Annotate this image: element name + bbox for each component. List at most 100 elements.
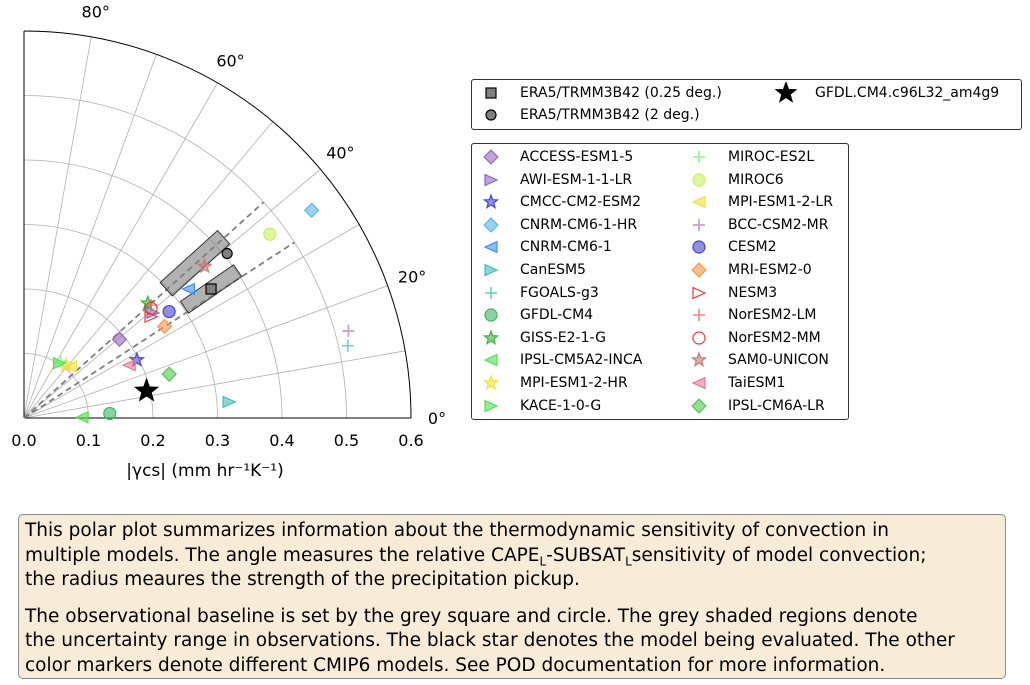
point-fgoals-g3 (341, 339, 354, 352)
point-era5-trmm3b42-2-deg (221, 247, 233, 260)
legend-label: CMCC-CM2-ESM2 (520, 194, 641, 211)
legend-item-cnrm-cm6-1: CNRM-CM6-1 (480, 236, 612, 258)
legend-label: CanESM5 (520, 262, 586, 278)
legend-marker (483, 241, 498, 254)
caption-box: This polar plot summarizes information a… (18, 514, 1006, 679)
legend-item-sam0-unicon: SAM0-UNICON (688, 349, 829, 371)
legend-marker (485, 109, 497, 121)
point-miroc6 (263, 227, 277, 241)
radial-tick-label: 0.3 (205, 431, 230, 450)
legend-item-era5-trmm3b42-0-25-deg: ERA5/TRMM3B42 (0.25 deg.) (480, 82, 722, 104)
legend-item-noresm2-lm: NorESM2-LM (688, 304, 816, 326)
point-evaluated-model (133, 377, 160, 402)
caption-line-6: color markers denote different CMIP6 mod… (25, 654, 886, 676)
legend-marker (691, 262, 707, 278)
angular-tick-label: 60° (216, 51, 244, 70)
legend-marker (484, 173, 499, 186)
polar-grid (23, 30, 412, 419)
legend-label: GFDL-CM4 (520, 307, 594, 324)
point-cesm2 (162, 304, 176, 319)
legend-item-ipsl-cm5a2-inca: IPSL-CM5A2-INCA (480, 349, 642, 371)
models-legend: ACCESS-ESM1-5 AWI-ESM-1-1-LR CMCC-CM2-ESM2… (471, 143, 849, 420)
point-sam0-unicon (196, 257, 213, 274)
point-era5-trmm3b42-0-25-deg (205, 283, 217, 295)
point-canesm5 (222, 395, 237, 409)
legend-item-noresm2-mm: NorESM2-MM (688, 327, 821, 349)
legend-label: MPI-ESM1-2-LR (728, 194, 833, 211)
observations-legend: ERA5/TRMM3B42 (0.25 deg.) ERA5/TRMM3B42 (… (471, 79, 1022, 130)
caption-line-1: This polar plot summarizes information a… (25, 520, 889, 541)
x-axis-label: |γcs| (mm hr⁻¹K⁻¹) (126, 461, 283, 481)
legend-item-awi-esm-1-1-lr: AWI-ESM-1-1-LR (480, 169, 632, 191)
caption-line-3: the radius meaures the strength of the p… (25, 569, 580, 590)
legend-item-bcc-csm2-mr: BCC-CSM2-MR (688, 214, 828, 236)
legend-item-miroc-es2l: MIROC-ES2L (688, 146, 814, 168)
point-cnrm-cm6-1 (181, 282, 196, 296)
legend-marker (485, 87, 497, 99)
legend-label: NESM3 (728, 284, 778, 301)
legend-marker (692, 331, 706, 345)
point-noresm2-lm (145, 299, 158, 312)
legend-marker (692, 172, 706, 187)
legend-label: BCC-CSM2-MR (728, 216, 829, 233)
legend-marker (693, 218, 705, 231)
legend-marker (484, 308, 498, 322)
legend-marker (692, 286, 707, 299)
angular-tick-label: 20° (398, 268, 426, 287)
legend-marker (483, 217, 499, 233)
legend-marker (691, 195, 706, 209)
legend-label: NorESM2-LM (728, 307, 817, 324)
point-noresm2-mm (144, 301, 158, 315)
caption-paragraph-2: The observational baseline is set by the… (25, 605, 999, 679)
legend-label: ERA5/TRMM3B42 (0.25 deg.) (520, 85, 722, 101)
polar-plot: 0.0 0.1 0.2 0.3 0.4 0.5 0.6 0° 20° 40° 60° 80° |γcs… (11, 2, 446, 481)
legend-label: CESM2 (728, 239, 777, 256)
angular-tick-label: 0° (428, 409, 446, 428)
radial-gridline (23, 353, 89, 419)
legend-marker (483, 354, 498, 367)
legend-marker (692, 240, 706, 254)
legend-label: ERA5/TRMM3B42 (2 deg.) (520, 107, 700, 123)
point-taiesm1 (121, 358, 136, 372)
legend-item-era5-trmm3b42-2-deg: ERA5/TRMM3B42 (2 deg.) (480, 104, 700, 126)
point-access-esm1-5 (111, 331, 128, 348)
uncertainty-region-era5-trmm3b42-2-deg (159, 229, 231, 297)
point-mri-esm2-0 (156, 318, 173, 335)
legend-marker (485, 286, 497, 299)
legend-label: MIROC6 (728, 171, 784, 188)
legend-label: FGOALS-g3 (520, 284, 599, 301)
radial-gridline (23, 159, 283, 419)
legend-label: MIROC-ES2L (728, 149, 815, 165)
legend-item-nesm3: NESM3 (688, 282, 777, 304)
legend-marker (690, 351, 708, 368)
legend-marker (691, 397, 707, 414)
legend-label: ACCESS-ESM1-5 (520, 149, 634, 165)
legend-item-ipsl-cm6a-lr: IPSL-CM6A-LR (688, 395, 825, 417)
radial-tick-label: 0.6 (398, 431, 423, 450)
model-markers (52, 202, 355, 424)
legend-marker (482, 374, 500, 390)
legend-label: CNRM-CM6-1-HR (520, 216, 638, 233)
point-gfdl-cm4 (103, 406, 117, 421)
legend-item-cesm2: CESM2 (688, 236, 777, 258)
point-ipsl-cm5a2-inca (74, 411, 89, 424)
legend-marker (693, 309, 705, 322)
legend-item-mpi-esm1-2-hr: MPI-ESM1-2-HR (480, 372, 628, 394)
angular-tick-label: 40° (326, 144, 354, 163)
legend-marker (693, 151, 705, 163)
radial-tick-label: 0.1 (76, 431, 101, 450)
legend-label: IPSL-CM5A2-INCA (520, 352, 643, 369)
radial-tick-label: 0.0 (11, 431, 36, 450)
radial-gridline (23, 224, 218, 419)
legend-label: GFDL.CM4.c96L32_am4g9 (815, 85, 1000, 101)
legend-item-fgoals-g3: FGOALS-g3 (480, 282, 599, 304)
radial-tick-label: 0.5 (334, 431, 359, 450)
legend-item-giss-e2-1-g: GISS-E2-1-G (480, 327, 606, 349)
legend-label: MRI-ESM2-0 (728, 262, 812, 278)
caption-line-4: The observational baseline is set by the… (25, 605, 918, 627)
legend-label: KACE-1-0-G (520, 397, 602, 414)
legend-label: TaiESM1 (728, 375, 786, 391)
legend-item-mri-esm2-0: MRI-ESM2-0 (688, 259, 812, 281)
legend-item-access-esm1-5: ACCESS-ESM1-5 (480, 146, 633, 168)
legend-item-cnrm-cm6-1-hr: CNRM-CM6-1-HR (480, 214, 637, 236)
